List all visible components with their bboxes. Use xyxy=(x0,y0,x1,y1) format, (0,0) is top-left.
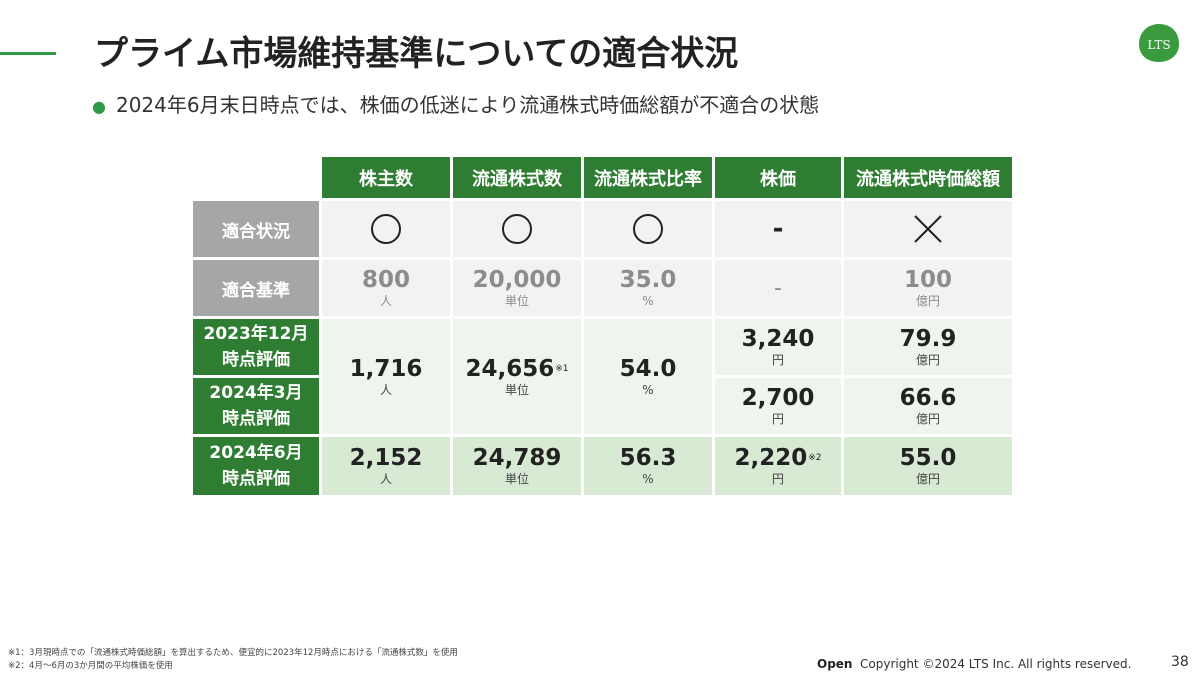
criteria-unit: 人 xyxy=(379,294,392,308)
circle-icon xyxy=(502,214,532,244)
page-title: プライム市場維持基準についての適合状況 xyxy=(94,34,739,74)
merged-ratio: 54.0 % xyxy=(584,319,712,434)
criteria-price: - xyxy=(715,260,841,316)
col-header-market-cap: 流通株式時価総額 xyxy=(844,157,1012,198)
price-unit: 円 xyxy=(771,412,784,426)
price-value: 2,220 xyxy=(734,445,808,471)
status-shareholders xyxy=(322,201,450,257)
row-header-line1: 2023年12月 xyxy=(203,324,309,344)
shares-unit: 単位 xyxy=(504,382,529,397)
shares-unit: 単位 xyxy=(504,472,529,486)
logo-text: LTS xyxy=(1147,38,1170,52)
col-header-shares: 流通株式数 xyxy=(453,157,581,198)
criteria-unit: % xyxy=(642,294,654,308)
mcap-value: 79.9 xyxy=(899,326,957,352)
col-header-ratio: 流通株式比率 xyxy=(584,157,712,198)
criteria-market-cap: 100 億円 xyxy=(844,260,1012,316)
shareholders-value: 1,716 xyxy=(349,355,423,382)
mcap-unit: 億円 xyxy=(915,412,940,426)
summary-text: 2024年6月末日時点では、株価の低迷により流通株式時価総額が不適合の状態 xyxy=(115,93,820,117)
ratio-unit: % xyxy=(642,472,654,486)
merged-shares: 24,656※1 単位 xyxy=(453,319,581,434)
jun2024-ratio: 56.3 % xyxy=(584,437,712,495)
title-accent-line xyxy=(0,52,56,55)
jun2024-shareholders: 2,152 人 xyxy=(322,437,450,495)
row-header-line2: 時点評価 xyxy=(222,409,290,429)
footnote-marker: ※1 xyxy=(555,363,569,374)
mcap-unit: 億円 xyxy=(915,353,940,367)
merged-shareholders: 1,716 人 xyxy=(322,319,450,434)
shareholders-unit: 人 xyxy=(379,382,392,397)
row-header-line1: 2024年3月 xyxy=(209,383,303,403)
col-header-price: 株価 xyxy=(715,157,841,198)
row-header-status: 適合状況 xyxy=(193,201,319,257)
dash-mark: - xyxy=(774,275,782,301)
bullet-dot-icon: ● xyxy=(92,97,106,116)
criteria-shares: 20,000 単位 xyxy=(453,260,581,316)
shares-value: 24,656 xyxy=(465,355,555,382)
classification-label: Open xyxy=(817,657,853,671)
summary-bullet: ● 2024年6月末日時点では、株価の低迷により流通株式時価総額が不適合の状態 xyxy=(92,89,819,118)
ratio-unit: % xyxy=(642,382,654,397)
row-header-line2: 時点評価 xyxy=(222,350,290,370)
status-market-cap xyxy=(844,201,1012,257)
ratio-value: 54.0 xyxy=(619,355,677,382)
shares-value-wrap: 24,656※1 xyxy=(465,356,568,382)
footnote-marker: ※2 xyxy=(808,453,822,463)
footnote-1: ※1：3月現時点での「流通株式時価総額」を算出するため、便宜的に2023年12月… xyxy=(8,648,458,658)
price-unit: 円 xyxy=(771,353,784,367)
mar2024-price: 2,700 円 xyxy=(715,378,841,434)
price-unit: 円 xyxy=(771,472,784,486)
price-value-wrap: 2,220※2 xyxy=(734,445,821,471)
criteria-value: 100 xyxy=(903,267,952,293)
criteria-unit: 単位 xyxy=(504,294,529,308)
criteria-value: 35.0 xyxy=(619,267,677,293)
mcap-value: 66.6 xyxy=(899,385,957,411)
dash-mark: - xyxy=(772,214,784,244)
ratio-value: 56.3 xyxy=(619,445,677,471)
dec2023-price: 3,240 円 xyxy=(715,319,841,375)
jun2024-price: 2,220※2 円 xyxy=(715,437,841,495)
mcap-value: 55.0 xyxy=(899,445,957,471)
jun2024-market-cap: 55.0 億円 xyxy=(844,437,1012,495)
dec2023-market-cap: 79.9 億円 xyxy=(844,319,1012,375)
status-ratio xyxy=(584,201,712,257)
shareholders-unit: 人 xyxy=(379,472,392,486)
criteria-unit: 億円 xyxy=(915,294,940,308)
price-value: 3,240 xyxy=(741,326,815,352)
mcap-unit: 億円 xyxy=(915,472,940,486)
company-logo: LTS xyxy=(1139,24,1179,62)
criteria-ratio: 35.0 % xyxy=(584,260,712,316)
jun2024-shares: 24,789 単位 xyxy=(453,437,581,495)
page-number: 38 xyxy=(1171,654,1189,670)
row-header-criteria: 適合基準 xyxy=(193,260,319,316)
footnote-2: ※2：4月～6月の3か月間の平均株価を使用 xyxy=(8,661,173,671)
row-header-dec-2023: 2023年12月 時点評価 xyxy=(193,319,319,375)
status-price: - xyxy=(715,201,841,257)
circle-icon xyxy=(633,214,663,244)
circle-icon xyxy=(371,214,401,244)
criteria-value: 20,000 xyxy=(472,267,562,293)
criteria-shareholders: 800 人 xyxy=(322,260,450,316)
row-header-line2: 時点評価 xyxy=(222,469,290,489)
col-header-shareholders: 株主数 xyxy=(322,157,450,198)
copyright: Copyright ©2024 LTS Inc. All rights rese… xyxy=(860,657,1132,671)
price-value: 2,700 xyxy=(741,385,815,411)
criteria-value: 800 xyxy=(361,267,410,293)
row-header-line1: 2024年6月 xyxy=(209,443,303,463)
status-shares xyxy=(453,201,581,257)
shareholders-value: 2,152 xyxy=(349,445,423,471)
row-header-jun-2024: 2024年6月 時点評価 xyxy=(193,437,319,495)
mar2024-market-cap: 66.6 億円 xyxy=(844,378,1012,434)
row-header-mar-2024: 2024年3月 時点評価 xyxy=(193,378,319,434)
shares-value: 24,789 xyxy=(472,445,562,471)
cross-icon xyxy=(914,215,942,243)
